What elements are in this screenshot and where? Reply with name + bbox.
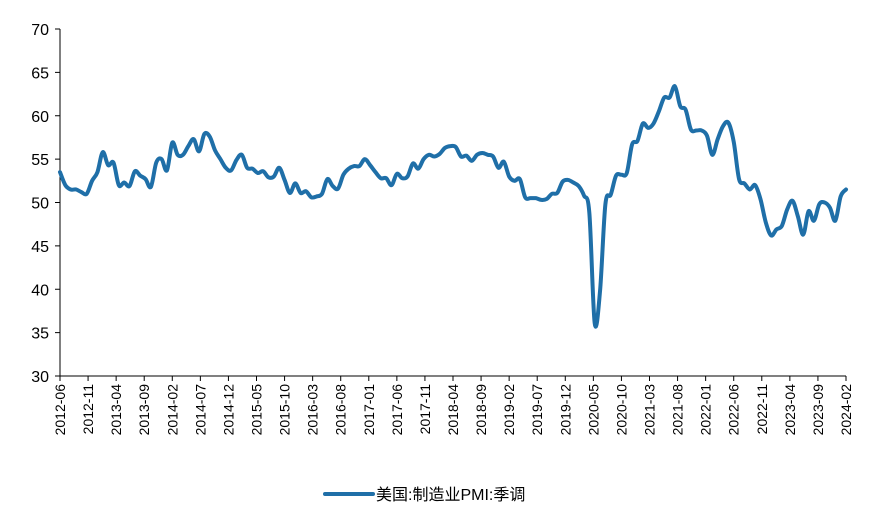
x-tick-label: 2014-02 (164, 384, 180, 436)
x-tick-label: 2019-07 (529, 384, 545, 436)
x-tick-label: 2017-06 (389, 384, 405, 436)
x-tick-label: 2016-08 (333, 384, 349, 436)
x-tick-label: 2020-10 (613, 384, 629, 436)
x-tick-label: 2023-04 (782, 384, 798, 436)
x-tick-label: 2024-02 (838, 384, 854, 436)
x-tick-label: 2021-08 (670, 384, 686, 436)
y-tick-label: 70 (31, 22, 49, 39)
x-tick-label: 2014-07 (192, 384, 208, 436)
x-tick-label: 2015-05 (249, 384, 265, 436)
x-tick-label: 2016-03 (305, 384, 321, 436)
x-tick-label: 2022-11 (754, 384, 770, 435)
y-tick-label: 60 (31, 109, 49, 126)
x-tick-label: 2019-12 (557, 384, 573, 436)
y-tick-label: 65 (31, 65, 49, 82)
x-tick-label: 2022-01 (698, 384, 714, 436)
x-axis: 2012-06 2012-11 2013-04 2013-09 2014-02 2014-… (52, 375, 854, 436)
x-tick-label: 2017-11 (417, 384, 433, 435)
y-tick-label: 40 (31, 282, 49, 299)
x-tick-label: 2021-03 (642, 384, 658, 436)
y-tick-label: 35 (31, 326, 49, 343)
series-line (58, 84, 848, 329)
x-tick-label: 2015-10 (277, 384, 293, 436)
x-tick-label: 2019-02 (501, 384, 517, 436)
series-layer (58, 84, 848, 329)
x-tick-label: 2013-04 (108, 384, 124, 436)
x-tick-label: 2023-09 (810, 384, 826, 436)
y-tick-label: 50 (31, 196, 49, 213)
x-tick-label: 2018-04 (445, 384, 461, 436)
x-tick-label: 2022-06 (726, 384, 742, 436)
legend: 美国:制造业PMI:季调 (323, 486, 525, 504)
x-tick-label: 2012-06 (52, 384, 68, 436)
x-tick-label: 2012-11 (80, 384, 96, 435)
x-tick-label: 2020-05 (585, 384, 601, 436)
y-tick-label: 55 (31, 152, 49, 169)
legend-label: 美国:制造业PMI:季调 (376, 486, 525, 504)
x-tick-label: 2013-09 (136, 384, 152, 436)
x-tick-label: 2014-12 (220, 384, 236, 436)
y-tick-label: 30 (31, 369, 49, 386)
x-tick-label: 2018-09 (473, 384, 489, 436)
y-tick-label: 45 (31, 239, 49, 256)
x-tick-label: 2017-01 (361, 384, 377, 436)
y-axis: 30 35 40 45 50 55 60 65 70 (31, 22, 61, 386)
